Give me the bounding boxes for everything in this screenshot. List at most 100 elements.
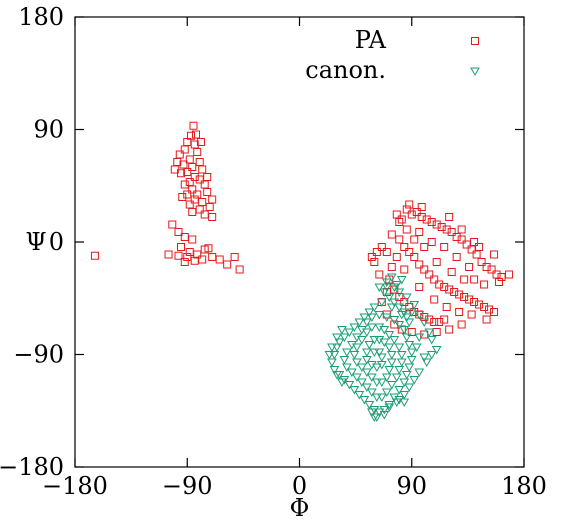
canon-point	[376, 393, 387, 403]
canon-point	[369, 303, 380, 313]
canon-point	[366, 388, 377, 398]
pa-point	[198, 198, 207, 206]
pa-point	[215, 255, 224, 264]
pa-point	[432, 328, 441, 336]
canon-point	[381, 373, 392, 383]
pa-point	[200, 180, 209, 189]
legend-label-pa: PA	[355, 26, 387, 54]
canon-point	[369, 336, 380, 345]
canon-point	[327, 358, 337, 368]
canon-point	[424, 328, 435, 338]
canon-point	[356, 336, 367, 345]
pa-point	[402, 225, 411, 234]
canon-point	[401, 333, 412, 343]
canon-point	[406, 308, 417, 318]
canon-point	[349, 351, 360, 360]
y-tick-label: 90	[33, 116, 64, 144]
canon-point	[396, 358, 407, 368]
canon-point	[399, 398, 410, 408]
pa-point	[195, 175, 204, 184]
canon-point	[344, 328, 355, 338]
pa-point	[390, 320, 399, 329]
pa-point	[382, 248, 391, 256]
pa-point	[415, 260, 424, 269]
canon-point	[324, 351, 335, 360]
pa-point	[223, 260, 232, 269]
canon-point	[404, 363, 415, 373]
canon-point	[339, 356, 350, 365]
canon-point	[404, 341, 415, 350]
pa-point	[208, 253, 217, 261]
pa-point	[435, 280, 444, 289]
pa-point	[452, 253, 461, 261]
pa-point	[402, 205, 411, 214]
pa-point	[440, 315, 449, 324]
pa-point	[180, 145, 189, 154]
canon-point	[361, 318, 372, 328]
canon-point	[339, 376, 350, 385]
pa-point	[435, 318, 444, 326]
pa-point	[170, 165, 179, 174]
canon-point	[389, 336, 400, 345]
pa-point	[195, 205, 204, 214]
canon-point	[342, 348, 352, 358]
pa-point	[183, 168, 192, 176]
pa-point	[457, 235, 466, 244]
pa-point	[437, 223, 446, 231]
canon-point	[419, 318, 430, 328]
legend-marker-shape	[471, 37, 479, 45]
canon-point	[404, 383, 415, 393]
canon-point	[334, 338, 345, 348]
pa-point	[198, 255, 207, 264]
pa-point	[200, 210, 209, 219]
canon-point	[379, 338, 390, 348]
canon-point	[339, 333, 350, 343]
pa-point	[467, 245, 476, 254]
pa-point	[188, 208, 197, 216]
canon-point	[327, 343, 337, 353]
pa-point	[185, 248, 194, 256]
pa-point	[174, 228, 183, 236]
pa-point	[495, 278, 504, 286]
canon-point	[421, 358, 432, 368]
pa-point	[405, 248, 414, 256]
canon-point	[359, 396, 370, 405]
pa-point	[452, 233, 461, 241]
canon-point	[394, 366, 405, 375]
canon-point	[386, 273, 397, 283]
canon-point	[426, 336, 437, 345]
canon-point	[374, 348, 385, 358]
canon-point	[414, 333, 425, 343]
pa-point	[188, 235, 197, 244]
canon-point	[337, 378, 347, 388]
pa-point	[168, 220, 177, 229]
pa-point	[188, 163, 197, 171]
canon-point	[366, 313, 377, 323]
x-tick-label: 90	[396, 472, 427, 500]
pa-point	[447, 228, 456, 236]
pa-point	[190, 195, 199, 204]
pa-point	[193, 190, 202, 199]
legend-marker-shape	[470, 67, 480, 77]
pa-point	[188, 185, 197, 194]
pa-point	[375, 270, 384, 279]
canon-point	[366, 408, 377, 418]
pa-point	[193, 148, 202, 156]
pa-point	[230, 253, 239, 261]
canon-point	[361, 383, 372, 393]
canon-point	[369, 348, 380, 358]
pa-point	[417, 203, 426, 211]
pa-point	[400, 265, 409, 274]
pa-point	[410, 253, 419, 261]
canon-point	[391, 373, 402, 383]
canon-point	[404, 318, 415, 328]
canon-point	[406, 356, 417, 365]
pa-point	[387, 263, 396, 271]
canon-point	[396, 276, 407, 285]
data-points-layer	[90, 121, 514, 423]
pa-point	[203, 173, 212, 181]
canon-point	[384, 403, 395, 413]
pa-point	[427, 238, 436, 246]
canon-point	[342, 363, 352, 373]
